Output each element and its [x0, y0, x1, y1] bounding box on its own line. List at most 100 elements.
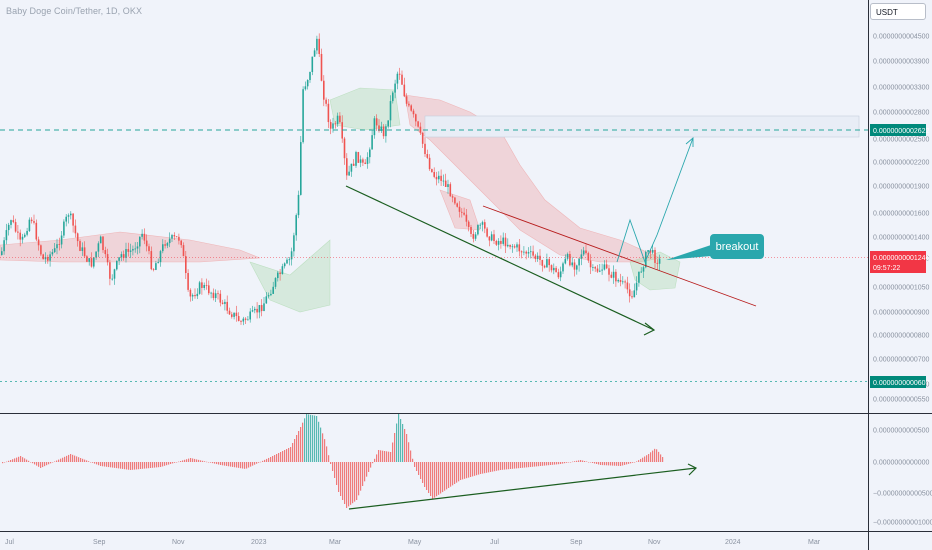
histogram-bar: [532, 462, 534, 467]
histogram-bar: [508, 462, 510, 470]
histogram-bar: [420, 462, 422, 479]
candle: [5, 223, 8, 245]
histogram-bar: [336, 462, 338, 485]
histogram-bar: [394, 433, 396, 462]
candle: [242, 316, 245, 326]
oscillator-divergence-trendline[interactable]: [348, 467, 697, 510]
histogram-bar: [614, 462, 616, 466]
candle: [507, 238, 509, 248]
candle: [392, 91, 394, 104]
histogram-bar: [88, 461, 90, 462]
projection-path[interactable]: [616, 137, 694, 264]
falling-wedge-resistance-trendline[interactable]: [482, 205, 757, 307]
candle: [371, 130, 373, 150]
candle: [603, 260, 606, 271]
candle: [343, 136, 346, 165]
candle: [313, 48, 316, 57]
time-axis-label: 2024: [725, 539, 741, 546]
candle: [60, 231, 63, 249]
histogram-bar: [298, 431, 300, 462]
candle: [569, 250, 571, 267]
breakout-callout[interactable]: [710, 234, 764, 259]
candle: [3, 237, 5, 255]
candle: [334, 120, 337, 129]
price-axis[interactable]: 0.0000000004500 0.0000000003900 0.00000000…: [873, 34, 930, 404]
candle: [467, 220, 470, 232]
time-axis-label: Mar: [329, 539, 342, 546]
histogram-bar: [500, 462, 502, 470]
candle: [258, 305, 261, 319]
histogram-bar: [64, 456, 66, 462]
candle: [458, 201, 461, 218]
histogram-bar: [174, 462, 176, 463]
candle: [191, 293, 194, 301]
candle: [205, 278, 208, 290]
candle: [359, 155, 362, 168]
candle: [456, 202, 458, 208]
time-axis[interactable]: Jul Sep Nov 2023 Mar May Jul Sep Nov 2024 Mar: [5, 539, 821, 546]
histogram-bar: [144, 462, 146, 469]
candle: [99, 235, 102, 244]
candle: [76, 232, 79, 247]
candle: [10, 219, 12, 229]
candle: [375, 114, 378, 131]
symbol-title[interactable]: Baby Doge Coin/Tether, 1D, OKX: [6, 6, 143, 16]
histogram-bar: [424, 462, 426, 487]
histogram-bar: [2, 462, 4, 464]
falling-wedge-support-trendline[interactable]: [345, 185, 655, 331]
histogram-bar: [546, 462, 548, 466]
candle: [651, 245, 654, 255]
histogram-bar: [120, 462, 122, 469]
candle: [21, 233, 24, 244]
histogram-bar: [580, 460, 582, 462]
candle: [357, 151, 360, 163]
candle: [336, 112, 339, 127]
histogram-bar: [536, 462, 538, 467]
candle: [83, 241, 86, 258]
support-trendline-arrowhead: [643, 322, 656, 336]
candle: [447, 179, 449, 194]
candle: [599, 264, 601, 273]
currency-button[interactable]: USDT: [870, 3, 926, 20]
breakout-callout-pointer: [666, 245, 711, 260]
candle: [164, 240, 166, 249]
histogram-bar: [246, 462, 248, 469]
candle: [56, 238, 58, 255]
candle: [403, 77, 406, 98]
candle: [300, 136, 302, 196]
histogram-bar: [190, 458, 192, 462]
histogram-bar: [186, 459, 188, 462]
oscillator-axis[interactable]: 0.0000000000500 0.0000000000000 −0.0000000…: [873, 428, 932, 527]
candle: [435, 171, 438, 186]
histogram-bar: [10, 460, 12, 462]
candle: [566, 252, 569, 261]
candle: [295, 213, 297, 241]
histogram-bar: [620, 462, 622, 466]
histogram-bar: [92, 462, 94, 463]
candle: [302, 86, 304, 144]
candle: [139, 236, 141, 254]
oscillator-tick-label: 0.0000000000500: [873, 428, 930, 435]
candle: [125, 242, 127, 263]
histogram-bar: [264, 459, 266, 462]
histogram-bar: [314, 415, 316, 462]
histogram-bar: [486, 462, 488, 473]
histogram-bar: [284, 450, 286, 462]
candle: [585, 244, 587, 255]
candle: [274, 277, 277, 290]
candle: [120, 251, 123, 262]
candle: [316, 35, 318, 55]
histogram-bar: [244, 462, 246, 469]
histogram-bar: [524, 462, 526, 468]
candle: [479, 222, 481, 230]
candle: [523, 246, 525, 256]
histogram-bar: [80, 458, 82, 462]
candle: [550, 264, 553, 273]
histogram-bar: [124, 462, 126, 470]
candle: [518, 238, 521, 257]
candle: [619, 273, 622, 287]
candle: [440, 169, 442, 186]
histogram-bar: [310, 414, 312, 462]
